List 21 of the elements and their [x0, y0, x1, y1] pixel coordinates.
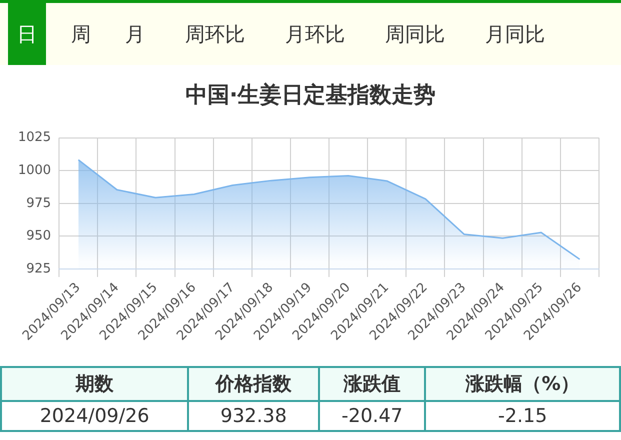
text: 周环比 — [184, 21, 246, 48]
text: 月同比 — [484, 21, 546, 48]
text: 月环比 — [284, 21, 346, 48]
text: 日 — [8, 3, 46, 65]
text: 932.38 — [188, 401, 320, 431]
text: 2024/09/26 — [1, 401, 188, 431]
text: 期数 — [1, 367, 188, 401]
y-tick-label: 950 — [26, 228, 52, 244]
text: 价格指数 — [188, 367, 320, 401]
text: 涨跌值 — [319, 367, 426, 401]
text: 月 — [124, 21, 146, 48]
chart-title: 中国·生姜日定基指数走势 — [184, 82, 437, 110]
y-tick-label: 1000 — [18, 162, 52, 178]
text: 周 — [70, 21, 92, 48]
text: -2.15 — [425, 401, 620, 431]
text: -20.47 — [319, 401, 426, 431]
y-tick-label: 975 — [26, 196, 52, 211]
text: 涨跌幅（%） — [425, 367, 620, 401]
y-tick-label: 925 — [26, 261, 52, 276]
y-tick-label: 1025 — [18, 130, 52, 146]
text: 周同比 — [384, 21, 446, 48]
